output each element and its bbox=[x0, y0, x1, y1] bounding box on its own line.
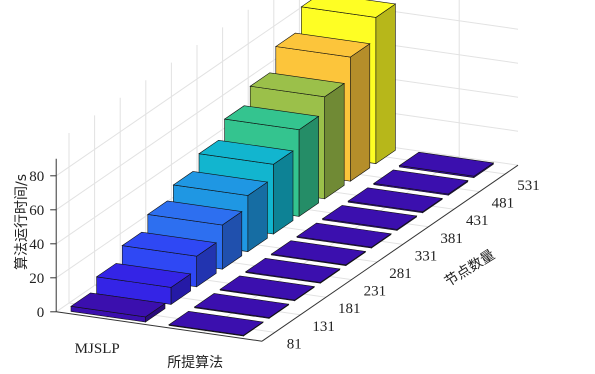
z-axis-label: 算法运行时间/s bbox=[14, 174, 30, 270]
bar-proposed-81 bbox=[168, 310, 264, 337]
z-tick-label: 20 bbox=[29, 271, 44, 287]
y-tick-label: 231 bbox=[364, 284, 387, 300]
y-axis-label: 节点数量 bbox=[442, 247, 498, 290]
bar-mjslp-131 bbox=[95, 263, 192, 305]
bar-proposed-331 bbox=[296, 222, 392, 249]
bar-face-top bbox=[168, 310, 264, 336]
bar-face-top bbox=[398, 151, 495, 177]
y-tick-label: 331 bbox=[415, 248, 438, 264]
z-tick-label: 0 bbox=[37, 305, 45, 321]
bar-face-side bbox=[349, 43, 371, 182]
y-axis-line bbox=[261, 164, 519, 342]
y-tick-label: 481 bbox=[492, 196, 514, 212]
x-tick-label: 所提算法 bbox=[167, 355, 223, 371]
bar-face-top bbox=[270, 240, 367, 266]
y-tick-label: 531 bbox=[517, 178, 540, 194]
bar-face-top bbox=[372, 169, 469, 195]
bar-face-top bbox=[146, 200, 243, 226]
axes bbox=[55, 158, 519, 342]
y-tick-label: 81 bbox=[287, 336, 302, 352]
bar-face-top bbox=[249, 72, 346, 98]
x-tick-label: MJSLP bbox=[75, 341, 120, 357]
bar-proposed-181 bbox=[219, 275, 316, 302]
bar-face-top bbox=[219, 275, 316, 301]
z-tick-label: 60 bbox=[29, 203, 44, 219]
bar-face-top bbox=[70, 292, 166, 318]
y-tick-label: 381 bbox=[440, 231, 463, 247]
y-tick-label: 431 bbox=[466, 213, 489, 229]
bar-face-top bbox=[198, 139, 294, 165]
bar-face-top bbox=[172, 171, 269, 196]
bar-mjslp-81 bbox=[70, 292, 166, 323]
bars bbox=[70, 0, 495, 337]
bar-face-side bbox=[375, 3, 396, 165]
bar-face-top bbox=[223, 105, 320, 131]
bar-face-top bbox=[244, 257, 341, 283]
bar-face-top bbox=[300, 0, 397, 18]
y-tick-label: 131 bbox=[312, 319, 335, 335]
bar-face-top bbox=[296, 222, 392, 248]
bar-face-side bbox=[298, 115, 319, 217]
bar-proposed-231 bbox=[244, 257, 341, 284]
bar-proposed-281 bbox=[270, 240, 367, 267]
bar-face-top bbox=[274, 32, 371, 58]
bar-face-top bbox=[121, 231, 218, 257]
bar-face-top bbox=[95, 263, 192, 288]
bar-proposed-481 bbox=[372, 169, 469, 196]
bar-face-side bbox=[324, 82, 345, 200]
bar-face-top bbox=[193, 293, 290, 318]
y-tick-label: 181 bbox=[338, 301, 361, 317]
bar-face-top bbox=[347, 187, 444, 213]
bar-proposed-381 bbox=[321, 205, 418, 231]
bar-face-top bbox=[321, 205, 418, 230]
y-tick-label: 281 bbox=[389, 266, 412, 282]
bar-proposed-131 bbox=[193, 293, 290, 319]
z-tick-label: 40 bbox=[29, 237, 44, 253]
grid-line bbox=[55, 33, 313, 211]
bar-proposed-531 bbox=[398, 151, 495, 179]
bar-proposed-431 bbox=[347, 187, 444, 214]
bar-face-side bbox=[273, 150, 294, 235]
z-tick-label: 80 bbox=[29, 169, 44, 185]
x-axis-line bbox=[56, 311, 263, 342]
grid-line bbox=[55, 0, 313, 177]
